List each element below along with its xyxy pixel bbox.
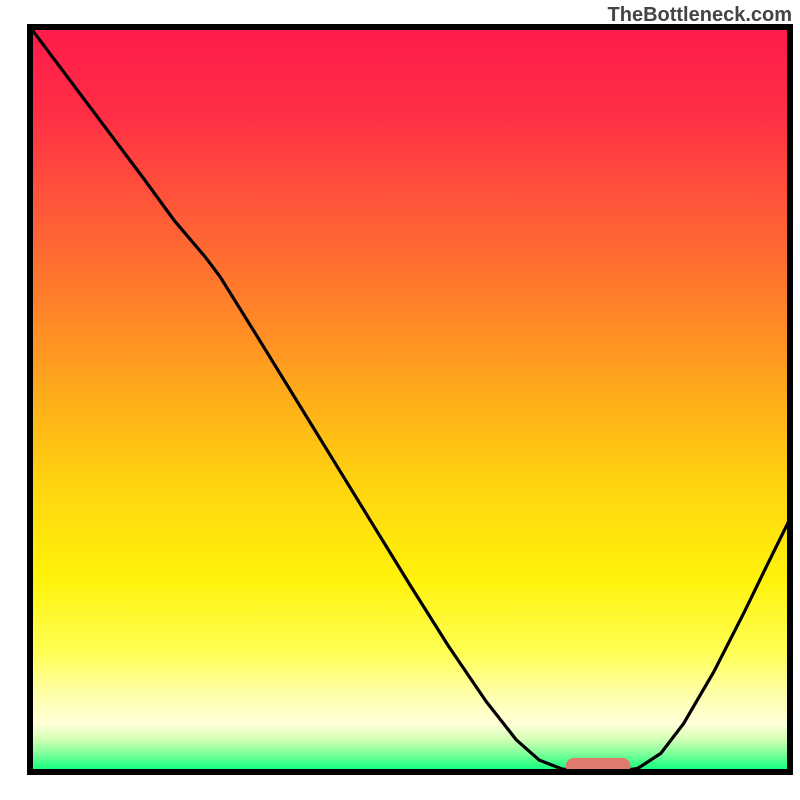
gradient-background (30, 27, 790, 772)
chart-container: TheBottleneck.com (0, 0, 800, 800)
bottleneck-chart (0, 0, 800, 800)
watermark-text: TheBottleneck.com (608, 4, 792, 27)
